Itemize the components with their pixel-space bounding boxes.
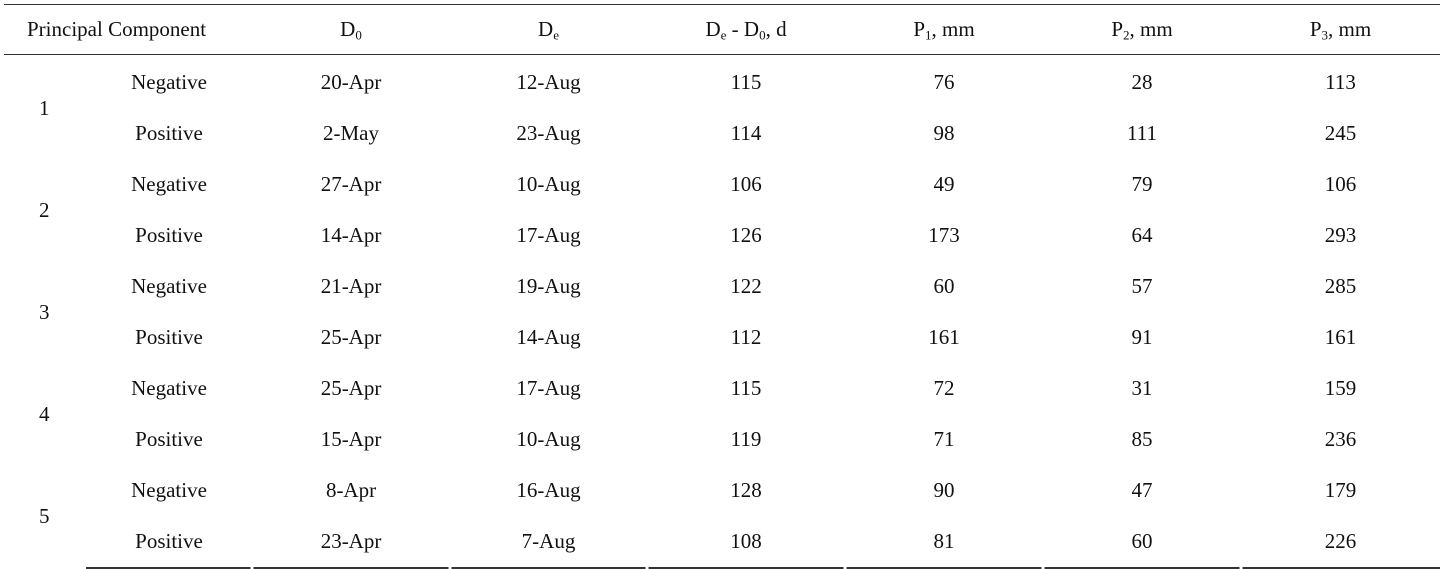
d0-cell: 21-Apr — [320, 274, 382, 298]
sign-cell: Negative — [131, 172, 207, 196]
header-de-minus-d0: De - D0, d — [647, 4, 846, 55]
component-number-cell: 1 — [39, 95, 50, 120]
header-p1: P1, mm — [845, 4, 1044, 55]
table-row: Positive 23-Apr 7-Aug 108 81 60 226 — [4, 516, 1441, 569]
table-row: 4 Negative 25-Apr 17-Aug 115 72 31 159 — [4, 363, 1440, 426]
d0-cell: 15-Apr — [320, 427, 382, 451]
sign-cell: Negative — [131, 376, 207, 400]
p2-cell: 91 — [1131, 325, 1153, 349]
header-principal-component: Principal Component — [4, 4, 253, 55]
duration-cell: 128 — [730, 478, 762, 502]
duration-cell: 119 — [730, 427, 762, 451]
p2-cell: 57 — [1131, 274, 1153, 298]
sign-cell: Positive — [86, 516, 253, 569]
p2-cell: 111 — [1127, 121, 1157, 145]
d0-cell: 2-May — [323, 121, 380, 145]
header-p3: P3, mm — [1241, 4, 1441, 55]
p2-cell: 28 — [1131, 70, 1153, 94]
p2-cell: 85 — [1131, 427, 1153, 451]
duration-cell: 114 — [730, 121, 762, 145]
sign-cell: Positive — [135, 121, 203, 145]
de-cell: 10-Aug — [516, 427, 581, 451]
p1-cell: 49 — [933, 172, 955, 196]
table-row: Positive 25-Apr 14-Aug 112 161 91 161 — [4, 312, 1440, 363]
component-number-cell: 4 — [39, 401, 50, 426]
p3-cell: 161 — [1324, 325, 1357, 349]
p1-cell: 71 — [933, 427, 955, 451]
de-cell: 7-Aug — [450, 516, 648, 569]
table-body: 1 Negative 20-Apr 12-Aug 115 76 28 113 Positive 2… — [4, 55, 1441, 569]
table-row: Positive 2-May 23-Aug 114 98 111 245 — [4, 108, 1440, 159]
duration-cell: 115 — [730, 376, 762, 400]
d0-cell: 25-Apr — [320, 376, 382, 400]
p2-cell: 79 — [1131, 172, 1153, 196]
p3-cell: 179 — [1324, 478, 1357, 502]
duration-cell: 106 — [730, 172, 762, 196]
component-number-cell: 5 — [39, 504, 50, 528]
header-row: Principal Component D0 De De - D0, d P1,… — [4, 4, 1441, 55]
d0-cell: 25-Apr — [320, 325, 382, 349]
de-cell: 14-Aug — [516, 325, 581, 349]
de-cell: 16-Aug — [516, 478, 581, 502]
d0-cell: 14-Apr — [320, 223, 382, 247]
d0-cell: 8-Apr — [325, 478, 377, 502]
p3-cell: 245 — [1324, 121, 1357, 145]
sign-cell: Positive — [135, 427, 203, 451]
p3-cell: 285 — [1324, 274, 1357, 298]
table-row: 2 Negative 27-Apr 10-Aug 106 49 79 106 — [4, 159, 1440, 222]
sign-cell: Negative — [131, 478, 207, 502]
p1-cell: 60 — [933, 274, 955, 298]
p2-cell: 31 — [1131, 376, 1153, 400]
p1-cell: 72 — [933, 376, 955, 400]
duration-cell: 122 — [730, 274, 762, 298]
table-row: 5 Negative 8-Apr 16-Aug 128 90 47 179 — [4, 465, 1440, 528]
p1-cell: 173 — [928, 223, 960, 247]
duration-cell: 112 — [730, 325, 762, 349]
component-number-cell: 3 — [39, 299, 50, 324]
de-cell: 19-Aug — [516, 274, 581, 298]
p2-cell: 64 — [1131, 223, 1153, 247]
table-header: Principal Component D0 De De - D0, d P1,… — [4, 4, 1441, 55]
d0-cell: 20-Apr — [320, 70, 382, 94]
p1-cell: 98 — [933, 121, 955, 145]
p1-cell: 76 — [933, 70, 955, 94]
p1-cell: 90 — [933, 478, 955, 502]
d0-cell: 27-Apr — [320, 172, 382, 196]
header-p2: P2, mm — [1043, 4, 1242, 55]
header-d0: D0 — [252, 4, 451, 55]
duration-cell: 115 — [730, 70, 762, 94]
de-cell: 17-Aug — [516, 376, 581, 400]
p2-cell: 60 — [1043, 516, 1242, 569]
p3-cell: 113 — [1325, 70, 1356, 94]
table-row: Positive 15-Apr 10-Aug 119 71 85 236 — [4, 414, 1440, 465]
component-number-cell: 2 — [39, 197, 50, 222]
table-row: 1 Negative 20-Apr 12-Aug 115 76 28 113 — [4, 55, 1440, 120]
d0-cell: 23-Apr — [252, 516, 451, 569]
table-row: Positive 14-Apr 17-Aug 126 173 64 293 — [4, 210, 1440, 261]
sign-cell: Positive — [135, 325, 203, 349]
sign-cell: Positive — [135, 223, 203, 247]
table-row: 3 Negative 21-Apr 19-Aug 122 60 57 285 — [4, 261, 1440, 324]
principal-component-table: Principal Component D0 De De - D0, d P1,… — [4, 4, 1441, 569]
sign-cell: Negative — [131, 70, 207, 94]
header-de: De — [450, 4, 648, 55]
p1-cell: 161 — [928, 325, 960, 349]
p1-cell: 81 — [845, 516, 1044, 569]
duration-cell: 108 — [647, 516, 846, 569]
data-table-container: Principal Component D0 De De - D0, d P1,… — [4, 4, 1441, 569]
duration-cell: 126 — [730, 223, 762, 247]
p3-cell: 293 — [1324, 223, 1357, 247]
p3-cell: 106 — [1324, 172, 1357, 196]
p3-cell: 159 — [1324, 376, 1357, 400]
sign-cell: Negative — [131, 274, 207, 298]
de-cell: 12-Aug — [516, 70, 581, 94]
p3-cell: 226 — [1241, 516, 1441, 569]
de-cell: 10-Aug — [516, 172, 581, 196]
p2-cell: 47 — [1131, 478, 1153, 502]
p3-cell: 236 — [1324, 427, 1357, 451]
de-cell: 17-Aug — [516, 223, 581, 247]
de-cell: 23-Aug — [516, 121, 581, 145]
